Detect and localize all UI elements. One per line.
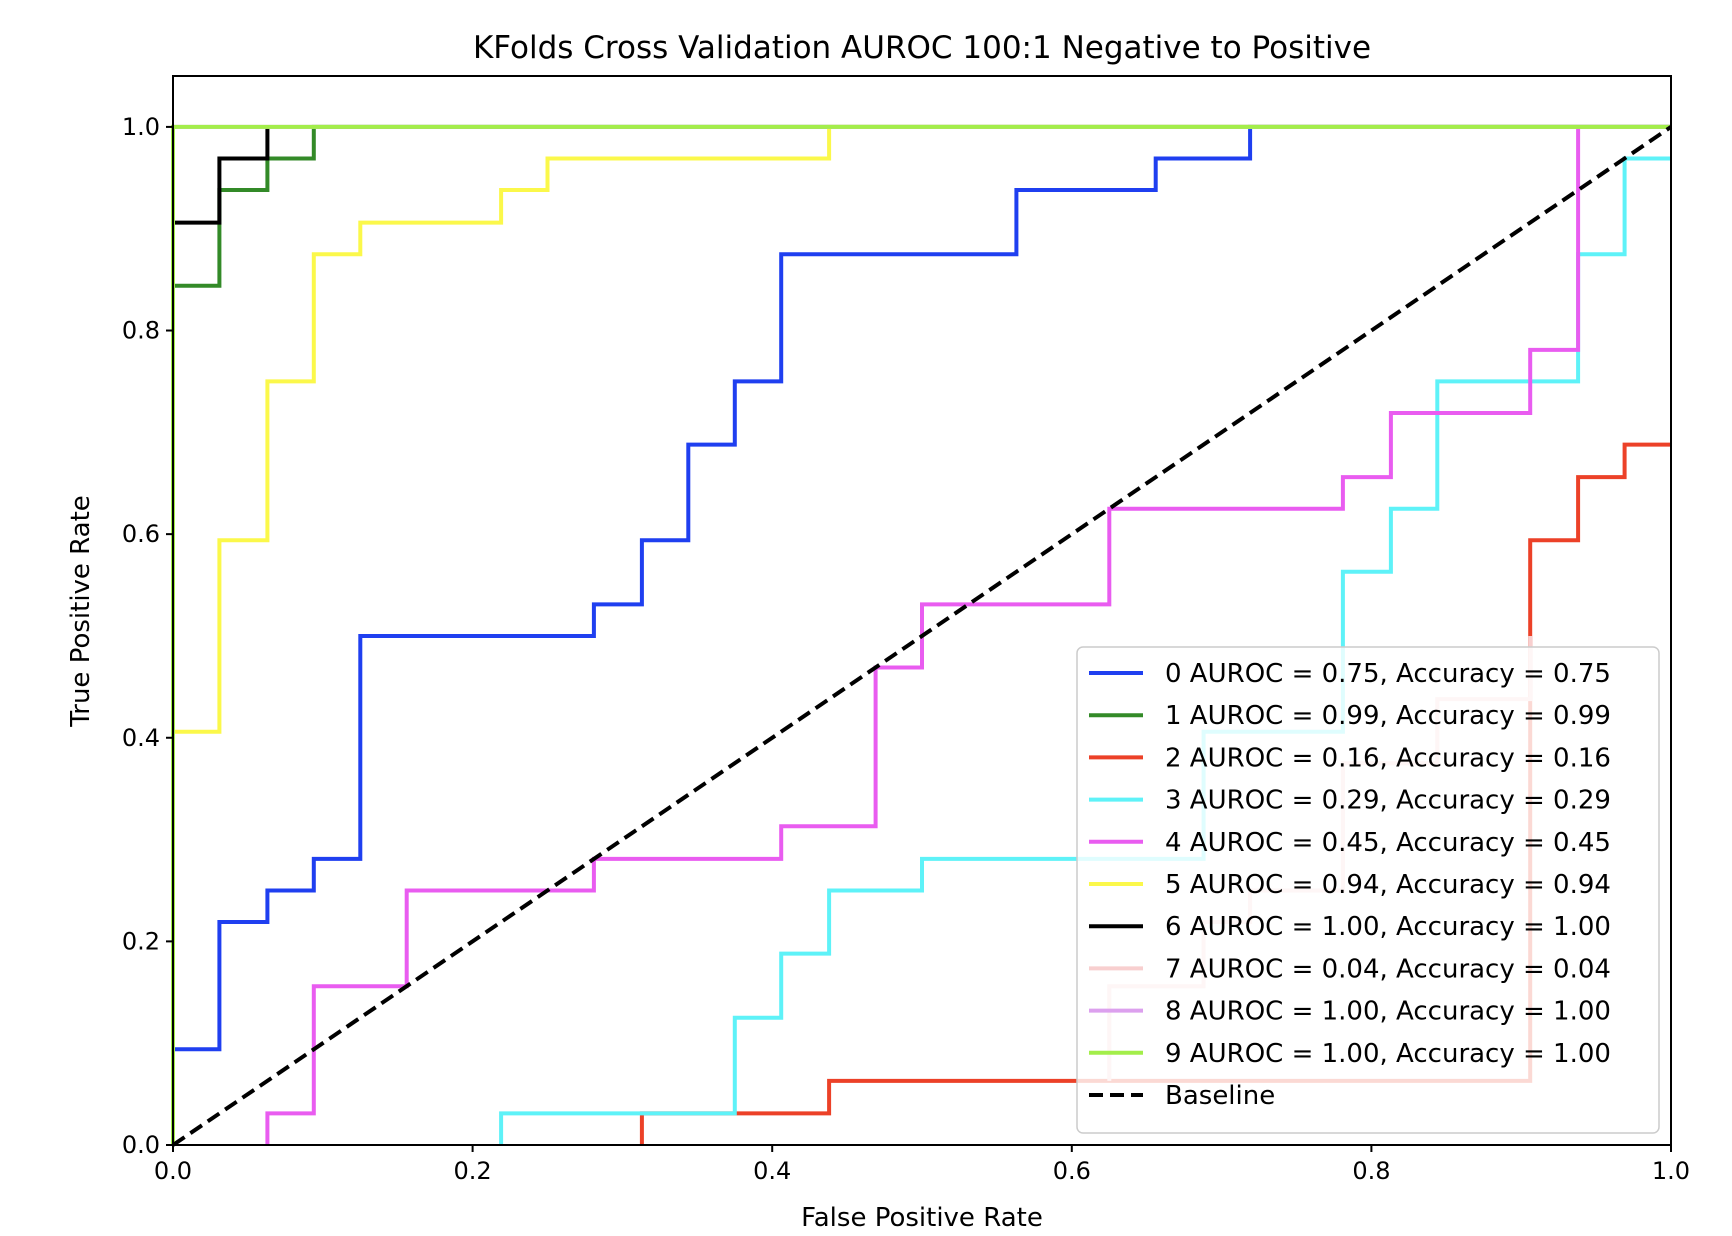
- x-axis-ticks: 0.0 0.2 0.4 0.6 0.8 1.0: [154, 1145, 1690, 1185]
- x-tick-label: 0.4: [753, 1157, 791, 1185]
- x-tick-label: 1.0: [1652, 1157, 1690, 1185]
- legend-label-0: 0 AUROC = 0.75, Accuracy = 0.75: [1165, 659, 1611, 689]
- x-tick-label: 0.0: [154, 1157, 192, 1185]
- y-axis-label: True Positive Rate: [66, 495, 96, 728]
- y-tick-label: 1.0: [122, 113, 160, 141]
- legend-label-4: 4 AUROC = 0.45, Accuracy = 0.45: [1165, 828, 1611, 858]
- x-tick-label: 0.2: [454, 1157, 492, 1185]
- series-line-2: [639, 442, 1671, 1145]
- x-tick-label: 0.6: [1053, 1157, 1091, 1185]
- legend-label-8: 8 AUROC = 1.00, Accuracy = 1.00: [1165, 997, 1611, 1027]
- x-tick-label: 0.8: [1352, 1157, 1390, 1185]
- y-tick-label: 0.0: [122, 1131, 160, 1159]
- legend: 0 AUROC = 0.75, Accuracy = 0.75 1 AUROC =…: [1076, 646, 1660, 1134]
- legend-label-9: 9 AUROC = 1.00, Accuracy = 1.00: [1165, 1039, 1611, 1069]
- legend-label-1: 1 AUROC = 0.99, Accuracy = 0.99: [1165, 701, 1611, 731]
- legend-label-7: 7 AUROC = 0.04, Accuracy = 0.04: [1165, 954, 1611, 984]
- y-tick-label: 0.4: [122, 724, 160, 752]
- series-line-5: [171, 124, 1671, 1145]
- series-line-4: [265, 126, 1581, 1145]
- y-axis-ticks: 0.0 0.2 0.4 0.6 0.8 1.0: [122, 113, 173, 1159]
- legend-label-3: 3 AUROC = 0.29, Accuracy = 0.29: [1165, 786, 1611, 816]
- y-tick-label: 0.8: [122, 317, 160, 345]
- legend-label-5: 5 AUROC = 0.94, Accuracy = 0.94: [1165, 870, 1611, 900]
- plot-frame: [172, 75, 1672, 1146]
- series-line-1: [171, 124, 1671, 1145]
- y-tick-label: 0.6: [122, 520, 160, 548]
- series-line-6: [173, 126, 270, 225]
- x-axis-label: False Positive Rate: [801, 1203, 1043, 1233]
- legend-label-6: 6 AUROC = 1.00, Accuracy = 1.00: [1165, 912, 1611, 942]
- legend-label-baseline: Baseline: [1165, 1081, 1275, 1111]
- chart-title: KFolds Cross Validation AUROC 100:1 Nega…: [473, 30, 1371, 66]
- series-line-0: [171, 124, 1671, 1145]
- legend-box: [1076, 646, 1660, 1134]
- y-tick-label: 0.2: [122, 927, 160, 955]
- baseline-line: [171, 125, 1673, 1147]
- legend-label-2: 2 AUROC = 0.16, Accuracy = 0.16: [1165, 743, 1611, 773]
